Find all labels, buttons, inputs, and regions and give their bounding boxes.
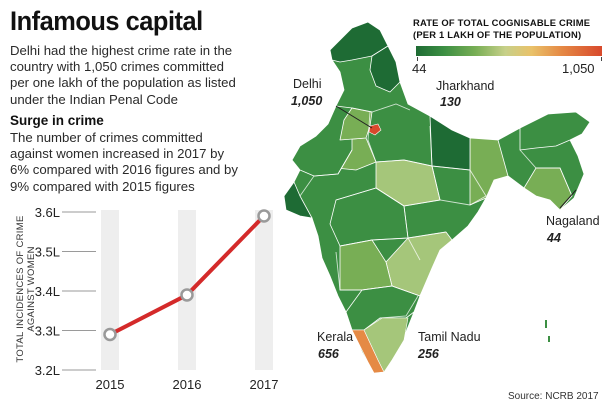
- state-region-north: [369, 45, 401, 93]
- state-region: [429, 115, 471, 171]
- state-border: [375, 159, 471, 171]
- page-title: Infamous capital: [10, 6, 203, 36]
- state-value-jharkhand: 130: [440, 95, 461, 109]
- nagaland-pointer: [559, 189, 577, 209]
- legend-color-scale: [416, 46, 602, 56]
- legend-min-label: 44: [412, 61, 427, 76]
- islands: [545, 320, 550, 342]
- state-border: [469, 169, 487, 206]
- state-label-delhi: Delhi: [293, 77, 322, 91]
- x-tick-label: 2015: [96, 377, 125, 392]
- state-border: [351, 103, 411, 113]
- chart-description-line: 9% compared with 2015 figures: [10, 178, 195, 194]
- state-border: [339, 231, 447, 247]
- y-tick-label: 3.3L: [35, 324, 60, 339]
- y-tick-label: 3.4L: [35, 284, 60, 299]
- intro-line: Delhi had the highest crime rate in the: [10, 43, 233, 58]
- y-tick-label: 3.5L: [35, 245, 60, 260]
- state-region: [469, 137, 509, 206]
- state-border: [519, 149, 573, 197]
- state-value-tamil-nadu: 256: [418, 347, 439, 361]
- chart-description: The number of crimes committed against w…: [10, 130, 310, 195]
- data-point: [180, 288, 194, 302]
- delhi-pointer: [335, 105, 373, 129]
- state-border: [367, 111, 377, 163]
- intro-line: per one lakh of the population as listed: [10, 75, 236, 91]
- chart-description-line: 6% compared with 2016 figures and by: [10, 162, 238, 178]
- intro-text: Delhi had the highest crime rate in the …: [10, 43, 310, 108]
- state-border: [379, 295, 419, 319]
- source-note: Source: NCRB 2017: [508, 391, 599, 402]
- intro-line: under the Indian Penal Code: [10, 91, 178, 107]
- chart-description-line: The number of crimes committed: [10, 130, 203, 145]
- state-label-jharkhand: Jharkhand: [436, 79, 495, 93]
- legend-max-label: 1,050: [562, 61, 595, 76]
- state-border: [335, 251, 362, 291]
- legend-title-line: RATE OF TOTAL COGNISABLE CRIME: [413, 17, 591, 28]
- state-border: [429, 125, 471, 206]
- state-value-nagaland: 44: [547, 231, 561, 245]
- legend-title-line: (PER 1 LAKH OF THE POPULATION): [413, 28, 582, 40]
- tamil-nadu-region: [363, 317, 409, 373]
- chart-heading: Surge in crime: [10, 113, 104, 128]
- data-point: [257, 209, 271, 223]
- state-value-delhi: 1,050: [291, 94, 323, 108]
- state-border: [361, 271, 433, 297]
- chart-column: [255, 210, 273, 370]
- legend-title: RATE OF TOTAL COGNISABLE CRIME (PER 1 LA…: [413, 17, 613, 40]
- legend-tick: [417, 57, 418, 61]
- y-tick-label: 3.6L: [35, 205, 60, 220]
- y-tick-label: 3.2L: [35, 363, 60, 378]
- intro-line: country with 1,050 crimes committed: [10, 59, 225, 75]
- state-label-tamil-nadu: Tamil Nadu: [418, 330, 481, 344]
- state-region: [283, 181, 313, 219]
- state-value-kerala: 656: [318, 347, 339, 361]
- state-border: [299, 149, 353, 197]
- x-tick-label: 2016: [173, 377, 202, 392]
- data-point: [103, 327, 117, 342]
- chart-description-line: against women increased in 2017 by: [10, 146, 225, 162]
- state-border: [335, 187, 441, 207]
- legend-tick: [601, 57, 602, 61]
- state-label-nagaland: Nagaland: [546, 214, 600, 228]
- delhi-marker: [368, 123, 382, 136]
- state-region-northeast: [519, 111, 591, 151]
- x-tick-label: 2017: [250, 377, 279, 392]
- state-label-kerala: Kerala: [317, 330, 354, 344]
